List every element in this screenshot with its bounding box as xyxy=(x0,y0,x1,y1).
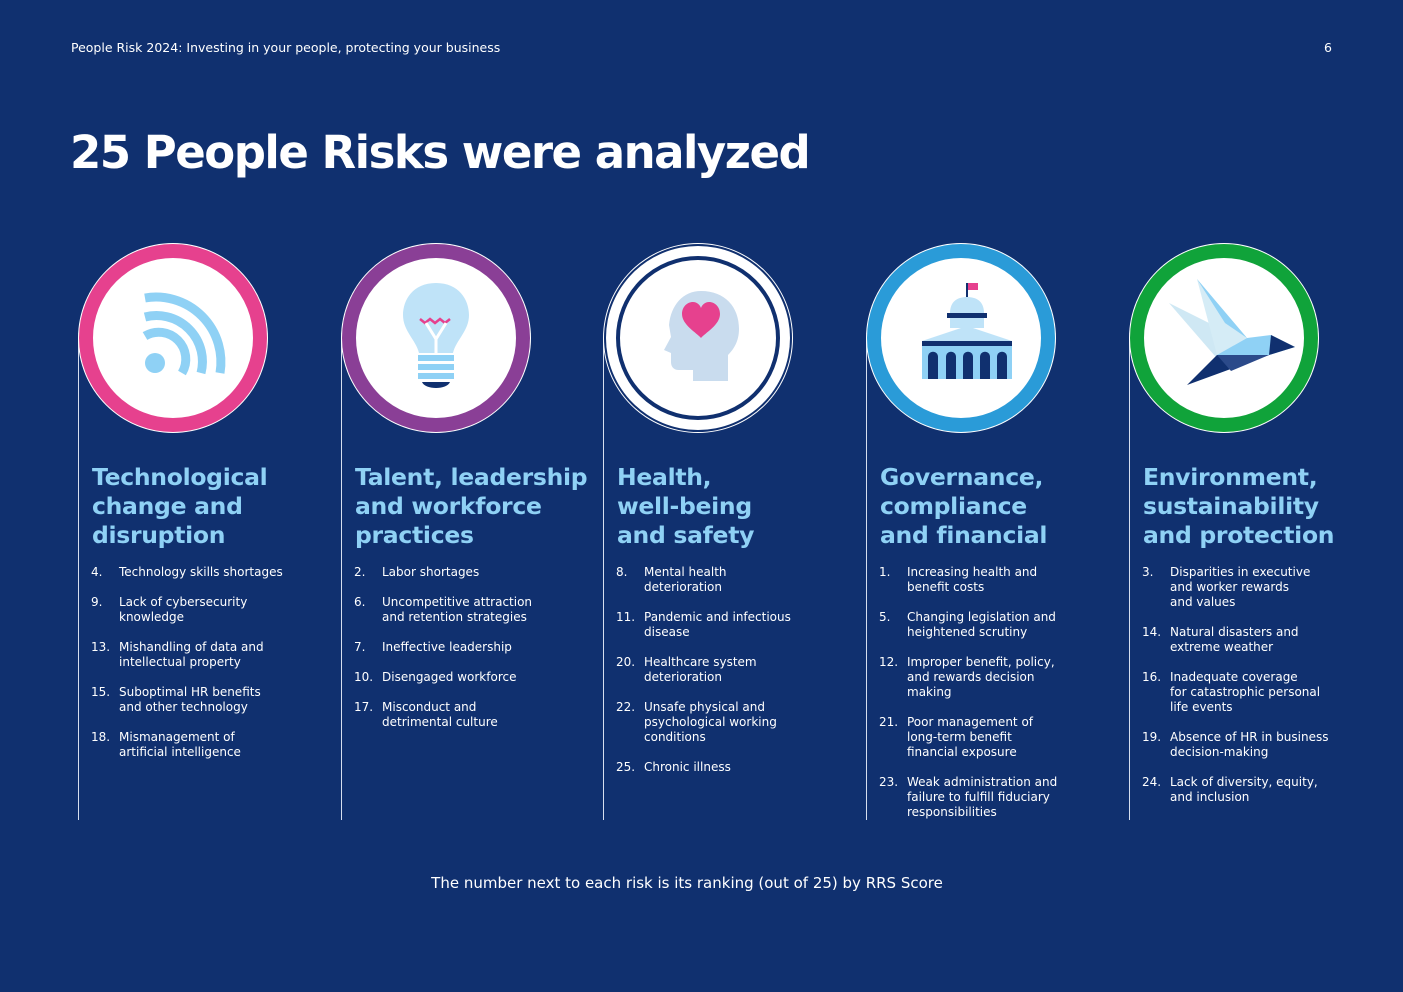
list-item: 14. Natural disasters and extreme weather xyxy=(1142,625,1299,654)
category-technology: Technological change and disruption 4. Te… xyxy=(71,243,333,820)
divider-line xyxy=(603,338,604,820)
category-badge xyxy=(78,243,268,433)
category-talent: Talent, leadership and workforce practic… xyxy=(334,243,596,820)
list-item: 17. Misconduct and detrimental culture xyxy=(354,700,498,729)
list-item: 21. Poor management of long-term benefit … xyxy=(879,715,1034,759)
list-item: 6. Uncompetitive attraction and retention… xyxy=(354,595,533,624)
divider-line xyxy=(341,338,342,820)
list-item: 5. Changing legislation and heightened sc… xyxy=(879,610,1056,639)
risk-list: 8. Mental health deterioration 11. Pandemi… xyxy=(616,565,866,790)
page-header-title: People Risk 2024: Investing in your peop… xyxy=(71,40,501,55)
list-item: 12. Improper benefit, policy, and rewards… xyxy=(879,655,1055,699)
category-title: Governance, compliance and financial xyxy=(880,463,1048,549)
footnote: The number next to each risk is its rank… xyxy=(431,874,943,892)
list-item: 1. Increasing health and benefit costs xyxy=(879,565,1038,594)
divider-line xyxy=(78,338,79,820)
category-badge xyxy=(1129,243,1319,433)
list-item: 10. Disengaged workforce xyxy=(354,670,517,684)
category-health: Health, well-being and safety 8. Mental h… xyxy=(596,243,858,820)
category-title: Health, well-being and safety xyxy=(617,463,755,549)
category-badge xyxy=(603,243,793,433)
list-item: 11. Pandemic and infectious disease xyxy=(616,610,791,639)
lightbulb-icon xyxy=(342,244,530,432)
list-item: 19. Absence of HR in business decision-ma… xyxy=(1142,730,1329,759)
list-item: 25. Chronic illness xyxy=(616,760,731,774)
wifi-icon xyxy=(79,244,267,432)
category-environment: Environment, sustainability and protecti… xyxy=(1122,243,1384,820)
origami-bird-icon xyxy=(1130,244,1318,432)
capitol-building-icon xyxy=(867,244,1055,432)
risk-list: 4. Technology skills shortages 9. Lack of … xyxy=(91,565,341,775)
list-item: 22. Unsafe physical and psychological wor… xyxy=(616,700,777,744)
category-title: Talent, leadership and workforce practic… xyxy=(355,463,588,549)
list-item: 16. Inadequate coverage for catastrophic … xyxy=(1142,670,1321,714)
category-badge xyxy=(341,243,531,433)
list-item: 24. Lack of diversity, equity, and inclus… xyxy=(1142,775,1318,804)
list-item: 13. Mishandling of data and intellectual … xyxy=(91,640,264,669)
category-badge xyxy=(866,243,1056,433)
divider-line xyxy=(1129,338,1130,820)
risk-list: 3. Disparities in executive and worker re… xyxy=(1142,565,1392,820)
page-title: 25 People Risks were analyzed xyxy=(70,126,811,179)
list-item: 23. Weak administration and failure to fu… xyxy=(879,775,1058,819)
category-title: Environment, sustainability and protecti… xyxy=(1143,463,1335,549)
risk-list: 2. Labor shortages 6. Uncompetitive attrac… xyxy=(354,565,604,745)
list-item: 4. Technology skills shortages xyxy=(91,565,283,579)
list-item: 8. Mental health deterioration xyxy=(616,565,727,594)
list-item: 2. Labor shortages xyxy=(354,565,480,579)
page-number: 6 xyxy=(1324,40,1332,55)
list-item: 7. Ineffective leadership xyxy=(354,640,512,654)
risk-list: 1. Increasing health and benefit costs 5.… xyxy=(879,565,1129,835)
category-governance: Governance, compliance and financial 1. I… xyxy=(859,243,1121,820)
list-item: 18. Mismanagement of artificial intellige… xyxy=(91,730,241,759)
list-item: 20. Healthcare system deterioration xyxy=(616,655,757,684)
divider-line xyxy=(866,338,867,820)
category-title: Technological change and disruption xyxy=(92,463,268,549)
list-item: 15. Suboptimal HR benefits and other tech… xyxy=(91,685,261,714)
list-item: 3. Disparities in executive and worker re… xyxy=(1142,565,1311,609)
head-heart-icon xyxy=(604,244,792,432)
list-item: 9. Lack of cybersecurity knowledge xyxy=(91,595,248,624)
